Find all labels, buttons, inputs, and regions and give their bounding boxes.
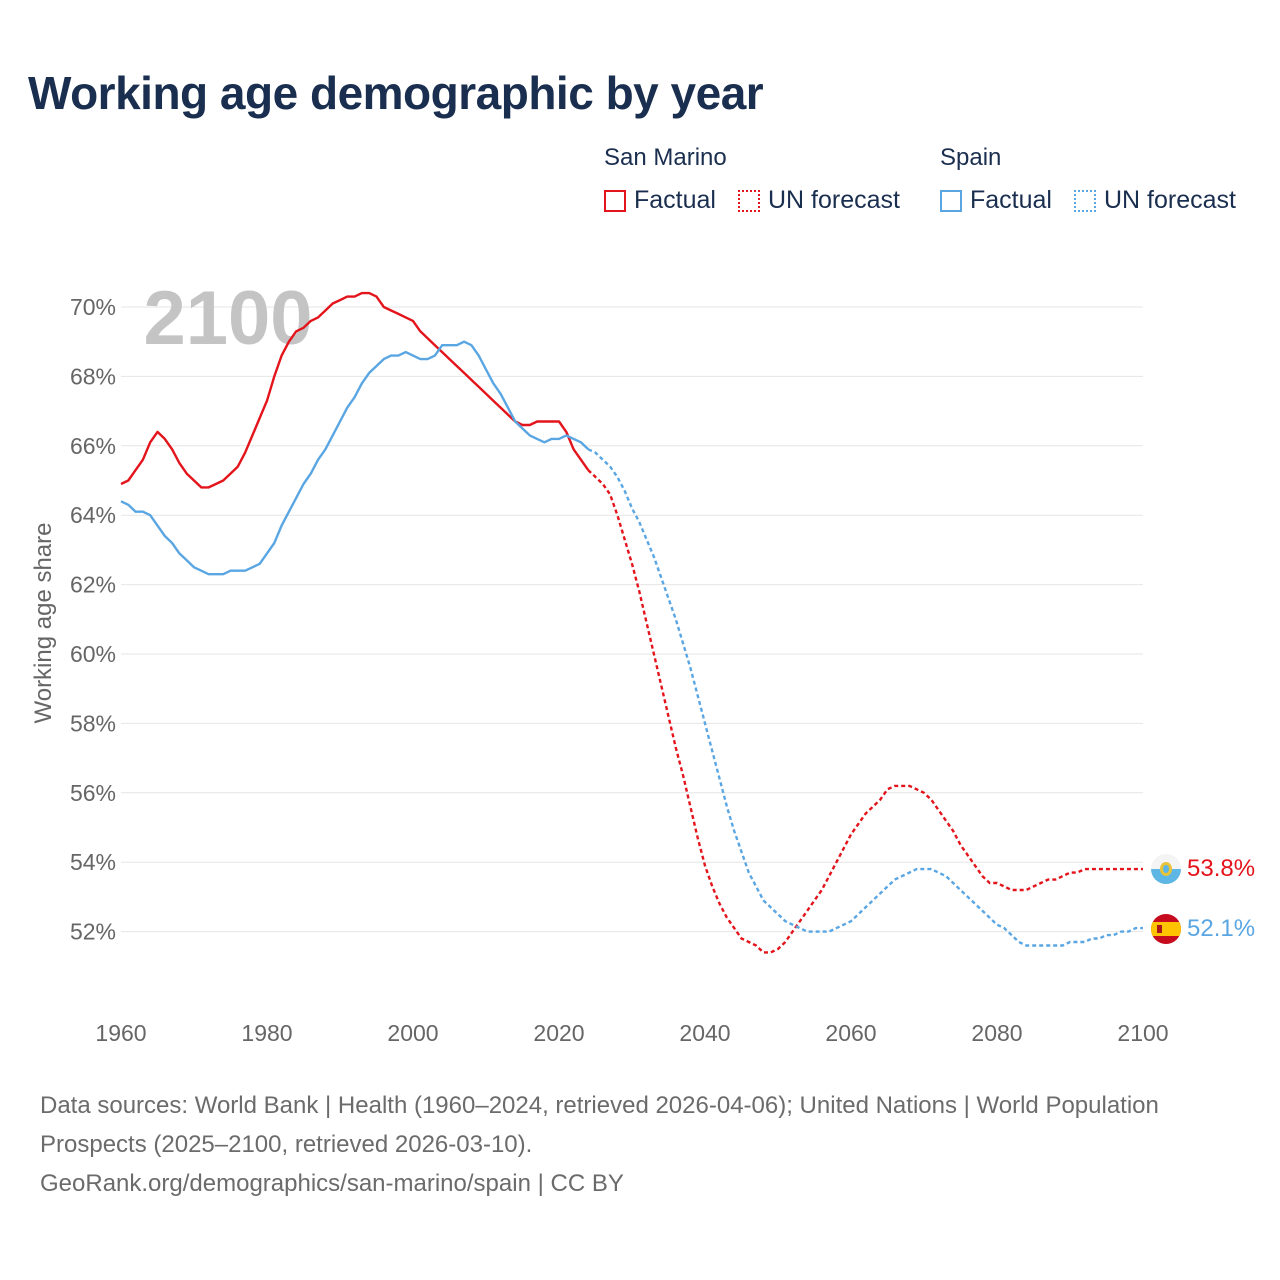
y-tick-label: 64% [70,502,116,528]
x-tick-label: 2020 [533,1020,584,1046]
x-tick-label: 2000 [387,1020,438,1046]
line-chart: 52% 54% 56% 58% 60% 62% 64% 66% 68% 70% 1960 1980 2… [30,276,1255,1046]
y-tick-label: 52% [70,919,116,945]
legend-swatch-san-marino-forecast [738,189,760,212]
y-tick-label: 60% [70,641,116,667]
legend-label-san-marino-factual: Factual [634,186,716,214]
legend-item-san-marino-factual[interactable]: Factual [604,186,716,215]
legend-label-spain-forecast: UN forecast [1104,186,1236,214]
data-sources-note: Data sources: World Bank | Health (1960–… [40,1092,1159,1158]
x-tick-label: 1980 [241,1020,292,1046]
spain-flag-icon [1151,914,1181,944]
x-tick-label: 2060 [825,1020,876,1046]
x-tick-label: 2040 [679,1020,730,1046]
legend-swatch-spain-forecast [1074,189,1096,212]
y-axis-label: Working age share [30,523,57,724]
series-line-spain-factual[interactable] [120,340,590,576]
x-axis-ticks: 1960 1980 2000 2020 2040 2060 2080 2100 [95,1020,1168,1046]
footer: Data sources: World Bank | Health (1960–… [40,1086,1190,1203]
legend-item-spain-factual[interactable]: Factual [940,186,1052,215]
y-tick-label: 54% [70,849,116,875]
legend-item-spain-forecast[interactable]: UN forecast [1074,186,1236,215]
x-tick-label: 2080 [971,1020,1022,1046]
y-tick-label: 66% [70,433,116,459]
end-markers: 53.8% 52.1% [1151,854,1255,944]
legend-label-spain-factual: Factual [970,186,1052,214]
legend-item-san-marino-forecast[interactable]: UN forecast [738,186,900,215]
legend-title-spain: Spain [940,144,1002,171]
end-label-san-marino: 53.8% [1187,855,1255,882]
y-tick-label: 58% [70,710,116,736]
x-tick-label: 1960 [95,1020,146,1046]
end-label-spain: 52.1% [1187,915,1255,942]
y-tick-label: 68% [70,363,116,389]
series-line-spain-forecast[interactable] [587,448,1143,947]
y-axis-ticks: 52% 54% 56% 58% 60% 62% 64% 66% 68% 70% [70,294,116,945]
y-tick-label: 70% [70,294,116,320]
grid-lines [121,306,1143,933]
legend-swatch-san-marino-factual [604,189,626,212]
legend-swatch-spain-factual [940,189,962,212]
series-lines [120,291,1143,954]
series-line-san-marino-forecast[interactable] [587,469,1143,954]
y-tick-label: 62% [70,572,116,598]
chart-title: Working age demographic by year [28,67,764,119]
legend-title-san-marino: San Marino [604,144,727,171]
year-display: 2100 [143,276,312,361]
series-line-san-marino-factual[interactable] [120,291,590,489]
attribution-link[interactable]: GeoRank.org/demographics/san-marino/spai… [40,1170,624,1197]
san-marino-flag-icon [1151,854,1181,884]
y-tick-label: 56% [70,780,116,806]
legend-label-san-marino-forecast: UN forecast [768,186,900,214]
x-tick-label: 2100 [1117,1020,1168,1046]
